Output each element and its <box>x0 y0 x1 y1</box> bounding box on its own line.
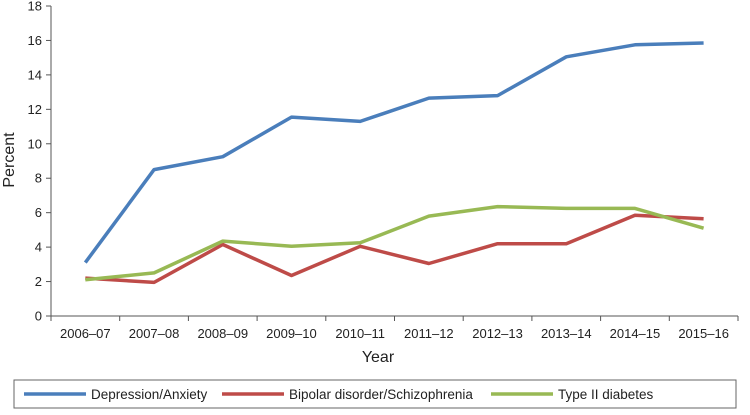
x-tick-label: 2013–14 <box>541 326 592 341</box>
legend: Depression/Anxiety Bipolar disorder/Schiz… <box>13 379 737 409</box>
axes <box>50 6 738 317</box>
series-line-0 <box>83 41 704 264</box>
y-tick-label: 2 <box>35 274 42 289</box>
x-tick-label: 2012–13 <box>472 326 523 341</box>
y-tick-label: 6 <box>35 205 42 220</box>
y-tick-label: 8 <box>35 171 42 186</box>
legend-label: Bipolar disorder/Schizophrenia <box>289 387 473 402</box>
legend-label: Depression/Anxiety <box>91 387 208 402</box>
y-axis-ticks: 0 2 4 6 8 10 12 14 16 18 <box>28 0 51 324</box>
x-tick-label: 2006–07 <box>60 326 111 341</box>
y-axis-title: Percent <box>1 132 18 188</box>
x-tick-label: 2009–10 <box>266 326 317 341</box>
y-tick-label: 18 <box>28 0 42 14</box>
y-tick-label: 12 <box>28 102 42 117</box>
x-tick-label: 2007–08 <box>129 326 180 341</box>
series-line-1 <box>85 213 704 285</box>
y-tick-label: 14 <box>28 67 42 82</box>
x-axis-ticks: 2006–07 2007–08 2008–09 2009–10 2010–11 2011–… <box>50 316 739 341</box>
y-tick-label: 10 <box>28 136 42 151</box>
series-line-2 <box>85 204 705 282</box>
x-tick-label: 2014–15 <box>610 326 661 341</box>
y-tick-label: 4 <box>35 240 42 255</box>
x-tick-label: 2015–16 <box>678 326 729 341</box>
x-tick-label: 2010–11 <box>335 326 385 341</box>
legend-label: Type II diabetes <box>558 387 654 402</box>
series-lines <box>83 41 705 285</box>
y-tick-label: 16 <box>28 33 42 48</box>
y-tick-label: 0 <box>35 309 42 324</box>
x-axis-title: Year <box>362 349 395 366</box>
x-tick-label: 2008–09 <box>197 326 248 341</box>
legend-box <box>13 379 737 409</box>
x-tick-label: 2011–12 <box>404 326 454 341</box>
